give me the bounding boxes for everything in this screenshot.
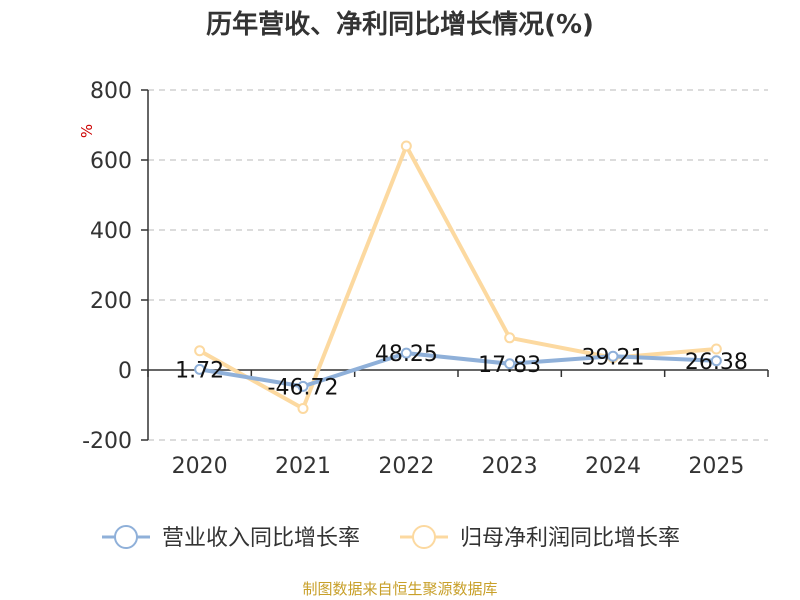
y-tick-label: 0	[118, 359, 132, 384]
x-tick-label: 2022	[378, 454, 434, 479]
y-tick-label: 800	[90, 79, 132, 104]
legend: 营业收入同比增长率 归母净利润同比增长率	[102, 525, 680, 551]
data-label: -46.72	[268, 375, 339, 400]
x-tick-label: 2025	[688, 454, 744, 479]
source-note: 制图数据来自恒生聚源数据库	[302, 580, 498, 598]
data-label: 1.72	[175, 358, 224, 383]
x-tick-label: 2023	[482, 454, 538, 479]
legend-marker-2	[412, 525, 436, 549]
gridlines	[148, 89, 768, 441]
series-1-point	[400, 347, 412, 359]
series-1-point	[297, 380, 309, 392]
data-label: 48.25	[375, 342, 438, 367]
y-tick-label: 200	[90, 289, 132, 314]
legend-label-1: 营业收入同比增长率	[162, 526, 360, 551]
data-labels: 1.72 -46.72 48.25 17.83 39.21 26.38	[175, 342, 748, 400]
series-2-point	[400, 140, 412, 152]
legend-marker-1	[114, 525, 138, 549]
axes: -200 0 200 400 600 800% 2020 2021 2022 2023 2024 20…	[78, 79, 769, 479]
series-1-point	[504, 358, 516, 370]
chart-title: 历年营收、净利同比增长情况(%)	[206, 10, 594, 40]
series-1-point	[194, 363, 206, 375]
series-2-point	[194, 345, 206, 357]
data-label: 26.38	[685, 350, 748, 375]
data-label: 17.83	[478, 353, 541, 378]
legend-label-2: 归母净利润同比增长率	[460, 526, 680, 551]
series-2-point	[710, 343, 722, 355]
y-tick-label: 400	[90, 219, 132, 244]
x-tick-label: 2020	[172, 454, 228, 479]
series-1-point	[607, 350, 619, 362]
series-2-point	[297, 403, 309, 414]
x-tick-label: 2021	[275, 454, 331, 479]
y-tick-label: -200	[82, 429, 132, 454]
data-label: 39.21	[582, 345, 645, 370]
series	[194, 140, 722, 414]
series-2-point	[504, 332, 516, 344]
y-tick-label: 600	[90, 149, 132, 174]
y-axis-label: %	[78, 124, 96, 138]
x-tick-label: 2024	[585, 454, 641, 479]
series-line-1	[197, 351, 719, 389]
series-1-point	[710, 355, 722, 367]
